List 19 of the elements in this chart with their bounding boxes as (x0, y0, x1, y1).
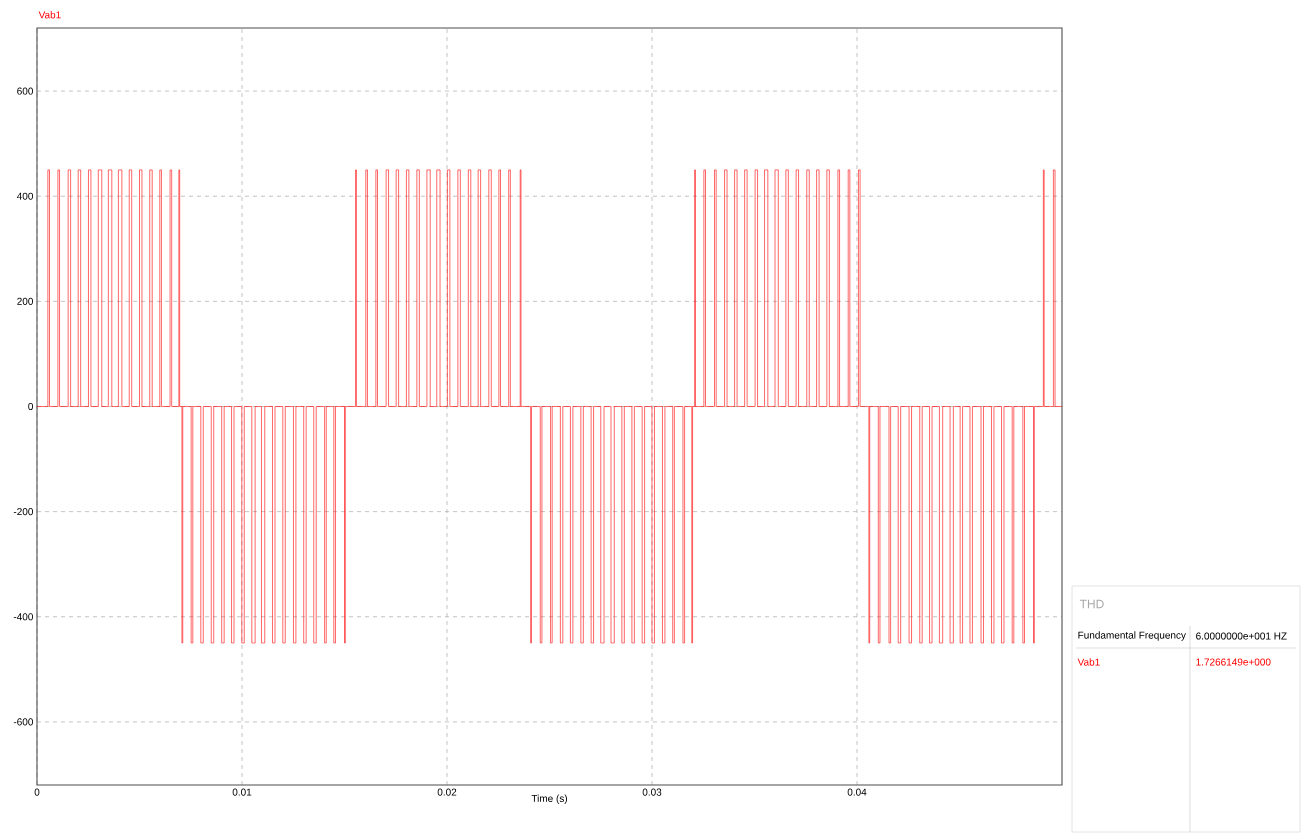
x-axis-title: Time (s) (531, 794, 568, 804)
y-tick-label: 200 (17, 297, 33, 305)
text: Vab1 (1077, 658, 1100, 666)
y-tick-label: 600 (17, 87, 33, 95)
y-tick-label: -200 (13, 508, 33, 516)
x-tick-label: 0.03 (642, 788, 662, 796)
x-tick-label: 0 (34, 788, 40, 796)
x-tick-label: 0.04 (847, 788, 867, 796)
text: Fundamental Frequency (1078, 631, 1186, 641)
x-tick-label: 0.01 (232, 788, 252, 796)
y-tick-label: 0 (28, 402, 34, 411)
y-tick-label: -600 (13, 718, 33, 726)
text: Vab1 (38, 11, 61, 19)
text: 1.7266149e+000 (1196, 658, 1271, 666)
text: THD (1079, 599, 1104, 609)
text: 6.0000000e+001 HZ (1196, 632, 1287, 640)
y-tick-label: 400 (16, 192, 33, 200)
y-tick-label: -400 (13, 613, 33, 621)
x-tick-label: 0.02 (437, 788, 457, 796)
